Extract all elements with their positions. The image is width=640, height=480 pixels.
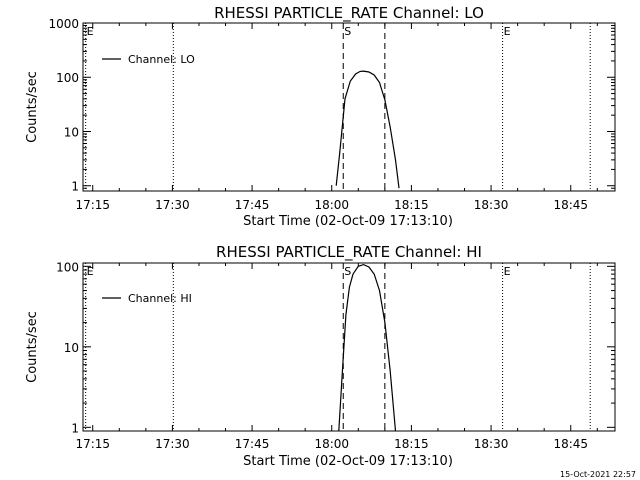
x-tick-label: 18:00 bbox=[314, 437, 349, 451]
dashed-marker-label: S bbox=[344, 25, 351, 38]
x-tick-label: 18:45 bbox=[553, 437, 588, 451]
x-tick-label: 18:30 bbox=[474, 437, 509, 451]
chart-title: RHESSI PARTICLE_RATE Channel: HI bbox=[216, 243, 482, 262]
legend-entry: Channel: LO bbox=[128, 53, 195, 66]
x-tick-label: 17:15 bbox=[75, 437, 110, 451]
data-series-line bbox=[338, 263, 397, 431]
dotted-marker-label: E bbox=[504, 25, 511, 38]
x-axis-label: Start Time (02-Oct-09 17:13:10) bbox=[243, 214, 453, 229]
x-axis-label: Start Time (02-Oct-09 17:13:10) bbox=[243, 454, 453, 469]
y-tick-label: 100 bbox=[56, 260, 79, 274]
y-tick-label: 100 bbox=[56, 71, 79, 85]
dotted-marker-label: E bbox=[504, 265, 511, 278]
x-tick-label: 18:15 bbox=[394, 437, 429, 451]
dotted-marker-label: E bbox=[87, 25, 94, 38]
x-tick-label: 17:45 bbox=[235, 198, 270, 212]
x-tick-label: 18:15 bbox=[394, 198, 429, 212]
y-axis-label: Counts/sec bbox=[25, 311, 40, 383]
x-tick-label: 17:30 bbox=[155, 198, 190, 212]
plot-timestamp: 15-Oct-2021 22:57 bbox=[560, 470, 636, 479]
dotted-marker-label: E bbox=[87, 265, 94, 278]
dashed-marker-label: S bbox=[344, 265, 351, 278]
x-tick-label: 18:30 bbox=[474, 198, 509, 212]
chart-panel-lo: RHESSI PARTICLE_RATE Channel: LO 17:15 17:… bbox=[25, 4, 616, 229]
y-tick-label: 10 bbox=[64, 341, 79, 355]
x-tick-label: 17:45 bbox=[235, 437, 270, 451]
y-axis-label: Counts/sec bbox=[25, 71, 40, 143]
y-tick-label: 1 bbox=[71, 421, 79, 435]
y-tick-label: 1 bbox=[71, 180, 79, 194]
chart-panel-hi: RHESSI PARTICLE_RATE Channel: HI 17:15 17:… bbox=[25, 243, 616, 469]
y-tick-label: 10 bbox=[64, 125, 79, 139]
data-series-line bbox=[335, 70, 400, 189]
plot-frame bbox=[82, 22, 616, 192]
x-tick-label: 18:45 bbox=[553, 198, 588, 212]
x-tick-label: 18:00 bbox=[314, 198, 349, 212]
y-tick-label: 1000 bbox=[48, 17, 79, 31]
x-tick-label: 17:15 bbox=[75, 198, 110, 212]
chart-title: RHESSI PARTICLE_RATE Channel: LO bbox=[214, 4, 484, 23]
legend-entry: Channel: HI bbox=[128, 292, 192, 305]
x-tick-label: 17:30 bbox=[155, 437, 190, 451]
